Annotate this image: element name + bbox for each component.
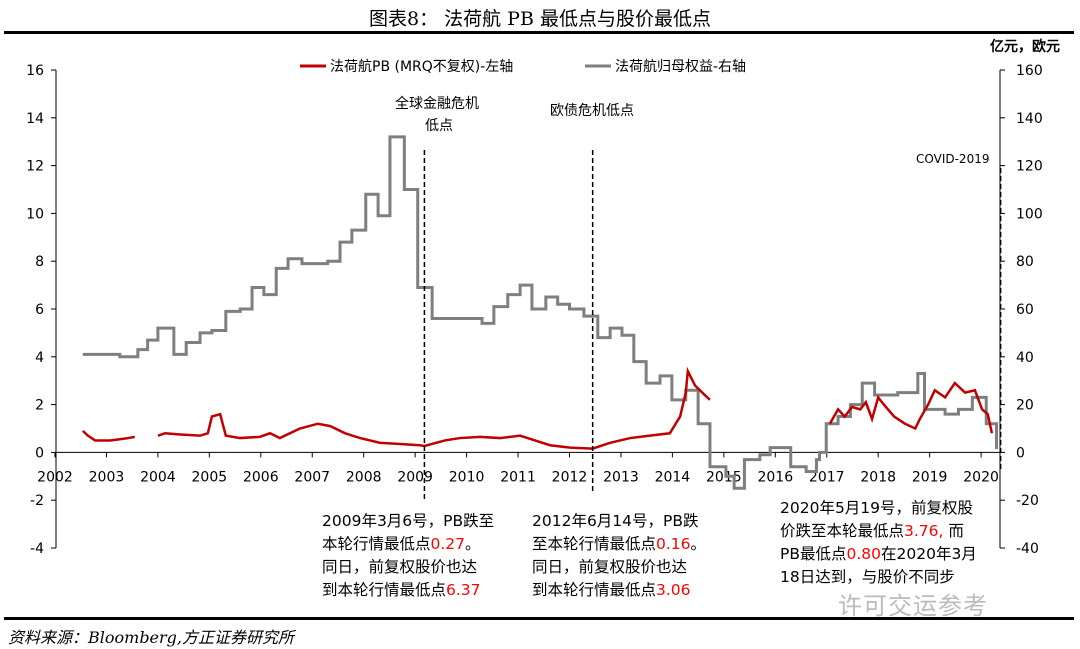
figure-title: 图表8： 法荷航 PB 最低点与股价最低点 — [369, 8, 711, 30]
x-tick-label: 2010 — [449, 469, 485, 485]
x-tick-label: 2018 — [860, 469, 896, 485]
left-tick-label: 12 — [26, 159, 44, 175]
x-tick-label: 2015 — [706, 469, 742, 485]
x-tick-label: 2006 — [243, 469, 279, 485]
x-tick-label: 2007 — [294, 469, 330, 485]
note-2020: 2020年5月19号，前复权股 价跌至本轮最低点3.76, 而 PB最低点0.8… — [780, 497, 977, 589]
text: 到本轮行情最低点 — [532, 581, 657, 599]
text: 到本轮行情最低点 — [322, 581, 447, 599]
x-tick-label: 2002 — [37, 469, 73, 485]
note-2020-line3: PB最低点0.80在2020年3月 — [780, 543, 977, 566]
pb-low-value: 0.27 — [430, 535, 466, 553]
x-tick-label: 2011 — [500, 469, 536, 485]
left-tick-label: 6 — [35, 302, 44, 318]
right-tick-label: -20 — [1016, 493, 1039, 509]
right-tick-label: 20 — [1016, 398, 1034, 414]
annotation-euro-crisis: 欧债危机低点 — [550, 103, 634, 119]
x-tick-label: 2003 — [89, 469, 125, 485]
left-tick-label: -2 — [30, 493, 44, 509]
x-tick-label: 2009 — [397, 469, 433, 485]
x-tick-label: 2017 — [809, 469, 845, 485]
x-tick-label: 2012 — [552, 469, 588, 485]
legend-label-equity: 法荷航归母权益-右轴 — [615, 58, 746, 75]
left-tick-label: 16 — [26, 63, 44, 79]
note-2009: 2009年3月6号，PB跌至 本轮行情最低点0.27。 同日，前复权股价也达 到… — [322, 510, 494, 602]
right-tick-label: 120 — [1016, 159, 1043, 175]
x-tick-label: 2014 — [655, 469, 691, 485]
x-tick-label: 2008 — [346, 469, 382, 485]
text: PB最低点 — [780, 545, 847, 563]
right-tick-label: -40 — [1016, 541, 1039, 557]
legend-label-pb: 法荷航PB (MRQ不复权)-左轴 — [330, 58, 513, 75]
left-tick-label: 8 — [35, 254, 44, 270]
note-2009-line4: 到本轮行情最低点6.37 — [322, 579, 494, 602]
pb-series-line — [157, 366, 711, 450]
right-tick-label: 60 — [1016, 302, 1034, 318]
note-2020-line2: 价跌至本轮最低点3.76, 而 — [780, 520, 977, 543]
pb-low-value: 0.80 — [846, 545, 881, 563]
pb-series-line — [81, 429, 135, 442]
annotation-covid: COVID-2019 — [916, 152, 989, 166]
pb-series-line — [828, 381, 994, 434]
text: 价跌至本轮最低点 — [780, 522, 905, 540]
pb-low-value: 0.16 — [656, 535, 691, 553]
text: 。 — [465, 535, 481, 553]
note-2009-line2: 本轮行情最低点0.27。 — [322, 533, 494, 556]
right-tick-label: 0 — [1016, 445, 1025, 461]
x-tick-label: 2019 — [912, 469, 948, 485]
left-tick-label: 0 — [35, 445, 44, 461]
price-low-value: 3.76, — [904, 522, 944, 540]
left-tick-label: -4 — [30, 541, 44, 557]
x-tick-label: 2005 — [192, 469, 228, 485]
right-axis-unit: 亿元，欧元 — [990, 39, 1060, 55]
text: 本轮行情最低点 — [322, 535, 431, 553]
right-tick-label: 140 — [1016, 111, 1043, 127]
text: 至本轮行情最低点 — [532, 535, 657, 553]
note-2012-line4: 到本轮行情最低点3.06 — [532, 579, 706, 602]
bottom-rule — [4, 617, 1074, 620]
source-note: 资料来源：Bloomberg,方正证券研究所 — [8, 628, 295, 647]
note-2009-line3: 同日，前复权股价也达 — [322, 558, 478, 576]
right-tick-label: 160 — [1016, 63, 1043, 79]
right-tick-label: 80 — [1016, 254, 1034, 270]
x-tick-label: 2004 — [140, 469, 176, 485]
note-2012: 2012年6月14号，PB跌 至本轮行情最低点0.16。 同日，前复权股价也达 … — [532, 510, 706, 602]
note-2012-line2: 至本轮行情最低点0.16。 — [532, 533, 706, 556]
note-2012-line3: 同日，前复权股价也达 — [532, 558, 688, 576]
x-tick-label: 2020 — [963, 469, 999, 485]
right-tick-label: 100 — [1016, 206, 1043, 222]
price-low-value: 3.06 — [656, 581, 691, 599]
price-low-value: 6.37 — [446, 581, 481, 599]
legend: 法荷航PB (MRQ不复权)-左轴 法荷航归母权益-右轴 — [300, 58, 746, 75]
note-2020-line4: 18日达到，与股价不同步 — [780, 568, 955, 586]
left-tick-label: 14 — [26, 111, 44, 127]
right-tick-label: 40 — [1016, 350, 1034, 366]
x-tick-label: 2016 — [757, 469, 793, 485]
left-tick-label: 10 — [26, 206, 44, 222]
watermark: 许可交运参考 — [838, 592, 988, 620]
text: 。 — [690, 535, 707, 553]
top-rule — [4, 31, 1074, 34]
equity-series-line — [82, 135, 999, 490]
text: 在2020年3月 — [881, 545, 977, 563]
x-tick-label: 2013 — [603, 469, 639, 485]
note-2020-line1: 2020年5月19号，前复权股 — [780, 499, 974, 517]
left-tick-label: 4 — [35, 350, 44, 366]
annotation-gfc-line1: 全球金融危机 — [395, 95, 479, 112]
text: 而 — [943, 522, 964, 540]
note-2012-line1: 2012年6月14号，PB跌 — [532, 512, 699, 530]
annotation-gfc-line2: 低点 — [425, 118, 453, 134]
note-2009-line1: 2009年3月6号，PB跌至 — [322, 512, 495, 530]
left-tick-label: 2 — [35, 398, 44, 414]
